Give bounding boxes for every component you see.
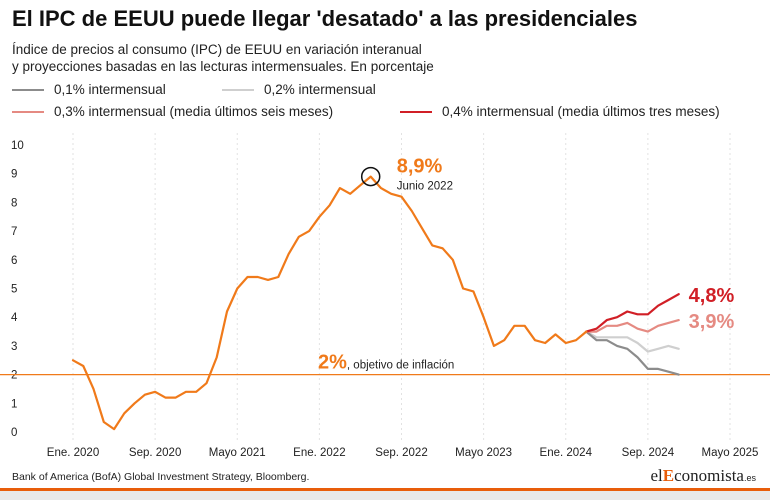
legend-item-0-4: 0,4% intermensual (media últimos tres me…: [400, 104, 720, 119]
y-tick-label: 5: [11, 284, 17, 296]
legend-item-0-3: 0,3% intermensual (media últimos seis me…: [12, 104, 333, 119]
legend-label: 0,3% intermensual (media últimos seis me…: [54, 104, 334, 119]
legend-swatch: [12, 111, 44, 114]
peak-marker: [360, 166, 381, 187]
series-line-proj_02: [585, 330, 680, 353]
series-line-proj_04: [585, 293, 680, 333]
cpi-line-chart: 0 1 2 3 4 5 6 7 8 9 10 Ene. 2020 Sep. 2020 Mayo 2021…: [0, 133, 770, 459]
legend-swatch: [400, 111, 432, 114]
target-label-value: 2%: [318, 352, 347, 374]
series-line-proj_01: [585, 330, 680, 376]
subtitle-line-2: y proyecciones basadas en las lecturas i…: [12, 59, 434, 74]
peak-date-label: Junio 2022: [397, 181, 453, 193]
subtitle-line-1: Índice de precios al consumo (IPC) de EE…: [12, 42, 422, 57]
legend-swatch: [222, 89, 254, 92]
x-tick-label: Sep. 2022: [375, 447, 427, 459]
series-line-historic: [71, 175, 588, 431]
y-tick-label: 7: [11, 226, 17, 238]
legend-label: 0,4% intermensual (media últimos tres me…: [442, 104, 720, 119]
legend-item-0-2: 0,2% intermensual: [222, 82, 376, 97]
y-tick-label: 3: [11, 341, 17, 353]
footer-bar: [0, 488, 770, 500]
peak-value-label: 8,9%: [397, 156, 443, 178]
target-label-text: , objetivo de inflación: [347, 360, 454, 372]
y-tick-label: 2: [11, 370, 17, 382]
y-tick-label: 1: [11, 398, 17, 410]
source-note: Bank of America (BofA) Global Investment…: [12, 471, 310, 483]
chart-subtitle: Índice de precios al consumo (IPC) de EE…: [12, 41, 752, 75]
y-tick-label: 0: [11, 427, 17, 439]
legend-label: 0,1% intermensual: [54, 82, 166, 97]
legend-label: 0,2% intermensual: [264, 82, 376, 97]
y-tick-label: 4: [11, 312, 18, 324]
x-tick-label: Ene. 2024: [540, 447, 593, 459]
x-tick-label: Sep. 2020: [129, 447, 181, 459]
x-tick-label: Ene. 2022: [293, 447, 345, 459]
x-tick-label: Mayo 2025: [702, 447, 759, 459]
footer-accent-rule: [0, 488, 770, 491]
x-tick-label: Mayo 2021: [209, 447, 266, 459]
series-line-proj_03: [585, 319, 680, 333]
legend-item-0-1: 0,1% intermensual: [12, 82, 166, 97]
series-end-label-proj_03: 3,9%: [689, 311, 735, 333]
y-tick-label: 10: [11, 140, 24, 152]
publisher-logo: elEconomista.es: [650, 466, 756, 485]
series-end-label-proj_04: 4,8%: [689, 285, 735, 307]
y-tick-label: 6: [11, 255, 17, 267]
y-tick-label: 8: [11, 197, 17, 209]
x-tick-label: Mayo 2023: [455, 447, 512, 459]
x-tick-label: Sep. 2024: [622, 447, 675, 459]
legend-swatch: [12, 89, 44, 92]
chart-title: El IPC de EEUU puede llegar 'desatado' a…: [12, 6, 638, 31]
target-label: 2%, objetivo de inflación: [318, 352, 454, 374]
x-tick-label: Ene. 2020: [47, 447, 99, 459]
y-tick-label: 9: [11, 169, 17, 181]
